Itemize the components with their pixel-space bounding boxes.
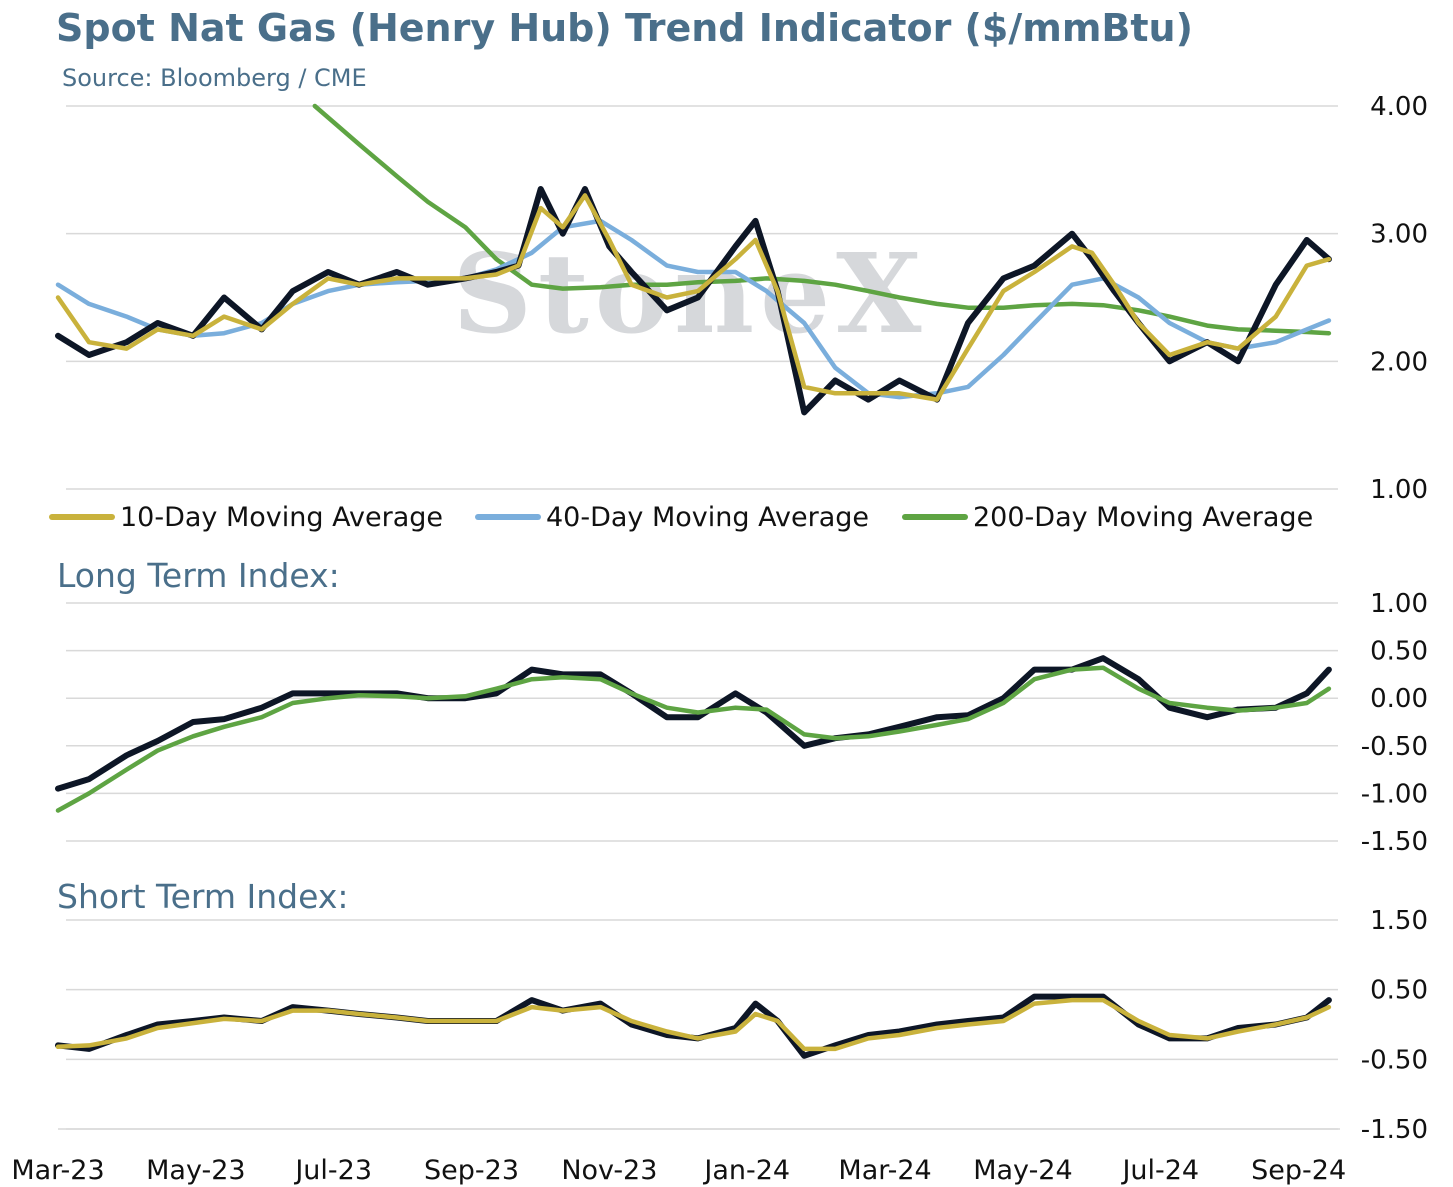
long-y-tick-label: -0.50 [1361, 732, 1428, 762]
x-tick-label: Nov-23 [561, 1155, 657, 1186]
x-tick-label: May-23 [146, 1155, 245, 1186]
short-y-tick-label: 0.50 [1370, 976, 1428, 1006]
long-y-tick-label: 1.00 [1370, 589, 1428, 619]
x-tick-label: Jan-24 [702, 1155, 790, 1186]
price-series-spot [55, 186, 1332, 416]
price-series-ma200 [312, 103, 1332, 336]
x-tick-label: Mar-23 [11, 1155, 104, 1186]
long-series-spot [55, 655, 1332, 792]
price-y-tick-label: 4.00 [1370, 92, 1428, 122]
legend-label-ma40: 40-Day Moving Average [546, 502, 869, 533]
x-tick-label: Jul-24 [1120, 1155, 1199, 1186]
legend-label-ma200: 200-Day Moving Average [973, 502, 1313, 533]
x-tick-label: May-24 [973, 1155, 1072, 1186]
legend-label-ma10: 10-Day Moving Average [120, 502, 443, 533]
chart-source: Source: Bloomberg / CME [62, 64, 367, 92]
short-panel-title: Short Term Index: [57, 877, 349, 916]
price-series-ma10 [55, 193, 1332, 402]
x-tick-label: Sep-23 [424, 1155, 519, 1186]
price-y-tick-label: 2.00 [1370, 347, 1428, 377]
short-series-ma10 [55, 997, 1332, 1052]
chart-title: Spot Nat Gas (Henry Hub) Trend Indicator… [56, 6, 1193, 50]
short-series-spot [55, 993, 1332, 1059]
long-series-ma200 [55, 665, 1332, 813]
price-y-tick-label: 3.00 [1370, 220, 1428, 250]
long-panel-title: Long Term Index: [57, 556, 340, 595]
short-y-tick-label: -0.50 [1361, 1045, 1428, 1075]
long-y-tick-label: -1.50 [1361, 827, 1428, 857]
long-y-tick-label: 0.50 [1370, 637, 1428, 667]
long-y-tick-label: -1.00 [1361, 779, 1428, 809]
short-y-tick-label: -1.50 [1361, 1115, 1428, 1145]
short-y-tick-label: 1.50 [1370, 906, 1428, 936]
x-tick-label: Jul-23 [293, 1155, 372, 1186]
x-tick-label: Sep-24 [1251, 1155, 1346, 1186]
long-y-tick-label: 0.00 [1370, 684, 1428, 714]
x-tick-label: Mar-24 [838, 1155, 931, 1186]
price-y-tick-label: 1.00 [1370, 475, 1428, 505]
